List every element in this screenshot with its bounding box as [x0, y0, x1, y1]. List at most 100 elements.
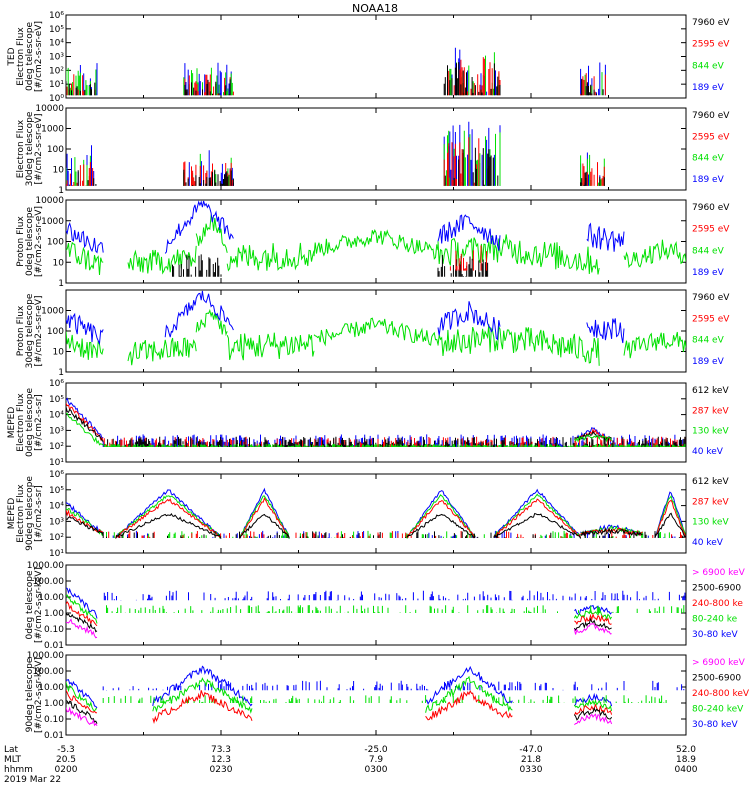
y-axis-label: TED: [7, 47, 17, 66]
x-tick-mlt: 21.8: [521, 755, 541, 765]
trace-green: [437, 324, 600, 366]
x-tick-mlt: 20.5: [56, 755, 76, 765]
y-axis-label: [#/cm2-s-sr-keV]: [34, 567, 44, 643]
trace-green: [313, 317, 439, 347]
y-tick-label: 10⁵: [49, 486, 64, 496]
trace-red: [66, 162, 94, 186]
y-tick-label: 10⁴: [49, 502, 64, 512]
trace-blue: [66, 587, 98, 619]
trace-green: [226, 242, 315, 272]
y-tick-label: 10.00: [38, 593, 64, 603]
y-axis-label: [#/cm2-s-sr-eV]: [34, 21, 44, 92]
legend-entry: 240-800 keV: [692, 689, 750, 699]
legend-entry: > 6900 keV: [692, 658, 746, 668]
trace-green: [195, 308, 228, 337]
traces: [66, 397, 686, 447]
legend-entry: 7960 eV: [692, 203, 730, 213]
y-axis-label: [#/cm2-s-sr-eV]: [34, 114, 44, 185]
legend-entry: 189 eV: [692, 83, 725, 93]
y-tick-label: 1000.00: [27, 561, 64, 571]
y-axis-label: 0deg telescope: [25, 388, 35, 458]
trace-green: [183, 153, 232, 186]
legend-entry: 844 eV: [692, 154, 725, 164]
legend-entry: 844 eV: [692, 336, 725, 346]
panel-meped-e0: 10¹ 10² 10³ 10⁴ 10⁵ 10⁶ MEPED Electron Flux 0deg…: [7, 379, 729, 468]
y-axis-label: [#/cm2-s-sr-keV]: [34, 657, 44, 733]
trace-red: [239, 497, 290, 539]
trace-black: [172, 254, 222, 277]
panel-proton-30: 1 10 100 1000 Proton Flux 30deg telescope [#/c…: [16, 289, 730, 378]
y-axis-label: Electron Flux: [16, 484, 26, 543]
trace-black: [239, 513, 290, 539]
legend-entry: 7960 eV: [692, 18, 730, 28]
trace-black: [493, 512, 582, 539]
trace-red: [115, 498, 222, 538]
trace-blue: [66, 502, 104, 535]
y-tick-label: 10000: [35, 104, 64, 114]
y-tick-label: 10³: [49, 517, 64, 527]
trace-blue: [425, 665, 513, 705]
trace-blue: [443, 121, 501, 186]
trace-blue: [164, 290, 234, 338]
trace-blue: [574, 604, 612, 615]
trace-blue: [66, 679, 98, 709]
trace-black: [580, 527, 643, 537]
legend-entry: 612 keV: [692, 386, 729, 396]
y-axis-label: 90deg telescope: [25, 476, 35, 551]
trace-green: [623, 331, 686, 359]
panel-frame: [65, 199, 687, 284]
y-axis-label: 30deg telescope: [25, 293, 35, 368]
trace-black: [574, 430, 612, 441]
panel-frame: [65, 654, 687, 736]
y-tick-label: 100.00: [33, 667, 65, 677]
legend-entry: 7960 eV: [692, 111, 730, 121]
axis-row-label: hhmm: [4, 765, 33, 775]
panel-meped-e90: 10¹ 10² 10³ 10⁴ 10⁵ 10⁶ MEPED Electron Flux 90de…: [7, 470, 729, 559]
x-tick-hhmm: 0300: [365, 765, 388, 775]
trace-magenta: [573, 622, 612, 635]
traces: [66, 200, 686, 277]
legend-entry: 844 eV: [692, 246, 725, 256]
y-tick-label: 10⁶: [49, 379, 64, 389]
y-tick-label: 1000: [41, 217, 64, 227]
trace-blue: [586, 222, 625, 252]
legend-entry: 40 keV: [692, 538, 724, 548]
trace-blue: [437, 214, 501, 251]
y-tick-label: 100: [47, 327, 64, 337]
y-tick-label: 10⁰: [49, 94, 64, 104]
y-tick-label: 10: [53, 166, 65, 176]
trace-green: [115, 495, 222, 539]
axis-row-label: MLT: [4, 755, 22, 765]
trace-blue: [654, 491, 686, 539]
trace-green: [127, 337, 197, 366]
traces: [66, 587, 686, 639]
trace-blue: [102, 680, 685, 691]
trace-black: [437, 255, 489, 277]
trace-red: [493, 498, 582, 538]
panel-frame: [65, 473, 687, 554]
trace-green: [66, 331, 104, 360]
y-tick-label: 10¹: [49, 458, 64, 468]
legend-entry: 30-80 keV: [692, 720, 738, 730]
y-tick-label: 10¹: [49, 80, 64, 90]
y-axis-label: Electron Flux: [16, 393, 26, 452]
x-tick-hhmm: 0200: [55, 765, 78, 775]
y-tick-label: 10³: [49, 426, 64, 436]
trace-magenta: [66, 706, 98, 727]
x-tick-mlt: 7.9: [369, 755, 384, 765]
y-tick-label: 100.00: [33, 577, 65, 587]
trace-blue: [103, 590, 686, 601]
traces: [66, 121, 605, 186]
trace-red: [449, 245, 487, 271]
legend-entry: 2500-6900: [692, 584, 741, 594]
trace-red: [66, 689, 97, 714]
y-tick-label: 10: [53, 258, 65, 268]
legend-entry: 189 eV: [692, 357, 725, 367]
trace-green: [406, 494, 476, 539]
y-tick-label: 10⁴: [49, 39, 64, 49]
y-tick-label: 1.00: [44, 699, 64, 709]
trace-red: [66, 403, 104, 442]
trace-blue: [164, 200, 234, 254]
x-tick-lat: -47.0: [519, 745, 543, 755]
traces: [66, 290, 686, 366]
